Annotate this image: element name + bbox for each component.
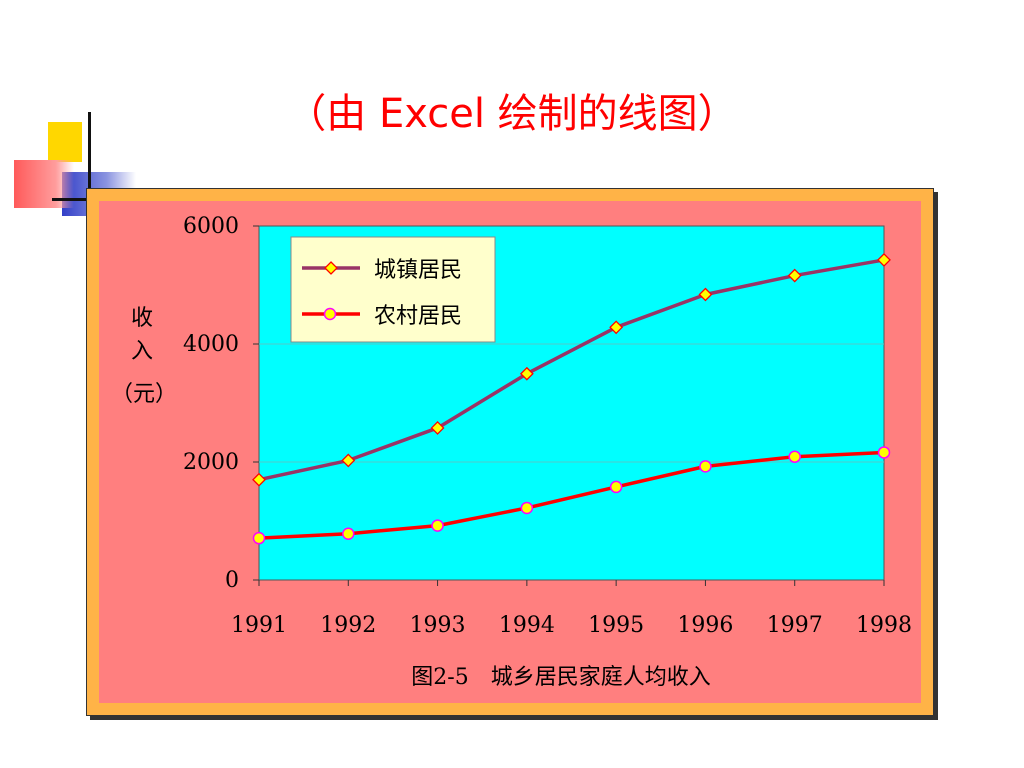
x-tick-label: 1994 <box>499 613 555 638</box>
legend-urban-marker <box>324 261 338 275</box>
slide-title: （由 Excel 绘制的线图） <box>286 91 738 137</box>
y-tick-label: 0 <box>225 568 239 593</box>
legend-rural-label: 农村居民 <box>374 304 462 329</box>
urban-series-line <box>258 258 885 482</box>
urban-data-point <box>430 421 445 435</box>
legend-urban-label: 城镇居民 <box>374 258 462 283</box>
x-tick-label: 1992 <box>320 613 376 638</box>
rural-data-point <box>342 527 355 540</box>
rural-data-point <box>877 446 891 459</box>
y-tick-label: 2000 <box>183 450 239 475</box>
rural-data-point <box>609 480 623 494</box>
x-tick-label: 1993 <box>410 613 466 638</box>
rural-series-line <box>258 450 885 540</box>
rural-data-point <box>252 531 266 545</box>
chart-caption: 图2-5 城乡居民家庭人均收入 <box>411 665 710 690</box>
x-tick-label: 1991 <box>231 613 287 638</box>
x-tick-label: 1997 <box>767 613 823 638</box>
rural-data-point <box>520 501 534 515</box>
ylabel-line-3: （元） <box>111 382 177 407</box>
ylabel-line-2: 入 <box>131 339 153 364</box>
urban-data-point <box>698 287 713 302</box>
rural-data-point <box>699 460 712 473</box>
legend: 城镇居民 农村居民 <box>290 236 496 343</box>
urban-data-point <box>787 268 802 283</box>
ylabel-line-1: 收 <box>131 306 153 331</box>
deco-vertical-line <box>88 112 91 232</box>
x-tick-label: 1998 <box>856 613 912 638</box>
rural-data-point <box>431 519 444 532</box>
y-tick-label: 4000 <box>183 332 239 357</box>
x-tick-label: 1996 <box>677 613 733 638</box>
urban-data-point <box>609 320 624 335</box>
urban-data-point <box>252 472 266 487</box>
x-tick-label: 1995 <box>588 613 644 638</box>
urban-data-point <box>341 453 356 468</box>
urban-data-point <box>519 366 534 381</box>
urban-data-point <box>877 253 891 267</box>
legend-rural-marker <box>323 307 337 321</box>
rural-data-point <box>788 450 801 463</box>
legend-box <box>290 236 496 343</box>
deco-yellow-square <box>48 122 82 162</box>
y-tick-label: 6000 <box>183 214 239 239</box>
